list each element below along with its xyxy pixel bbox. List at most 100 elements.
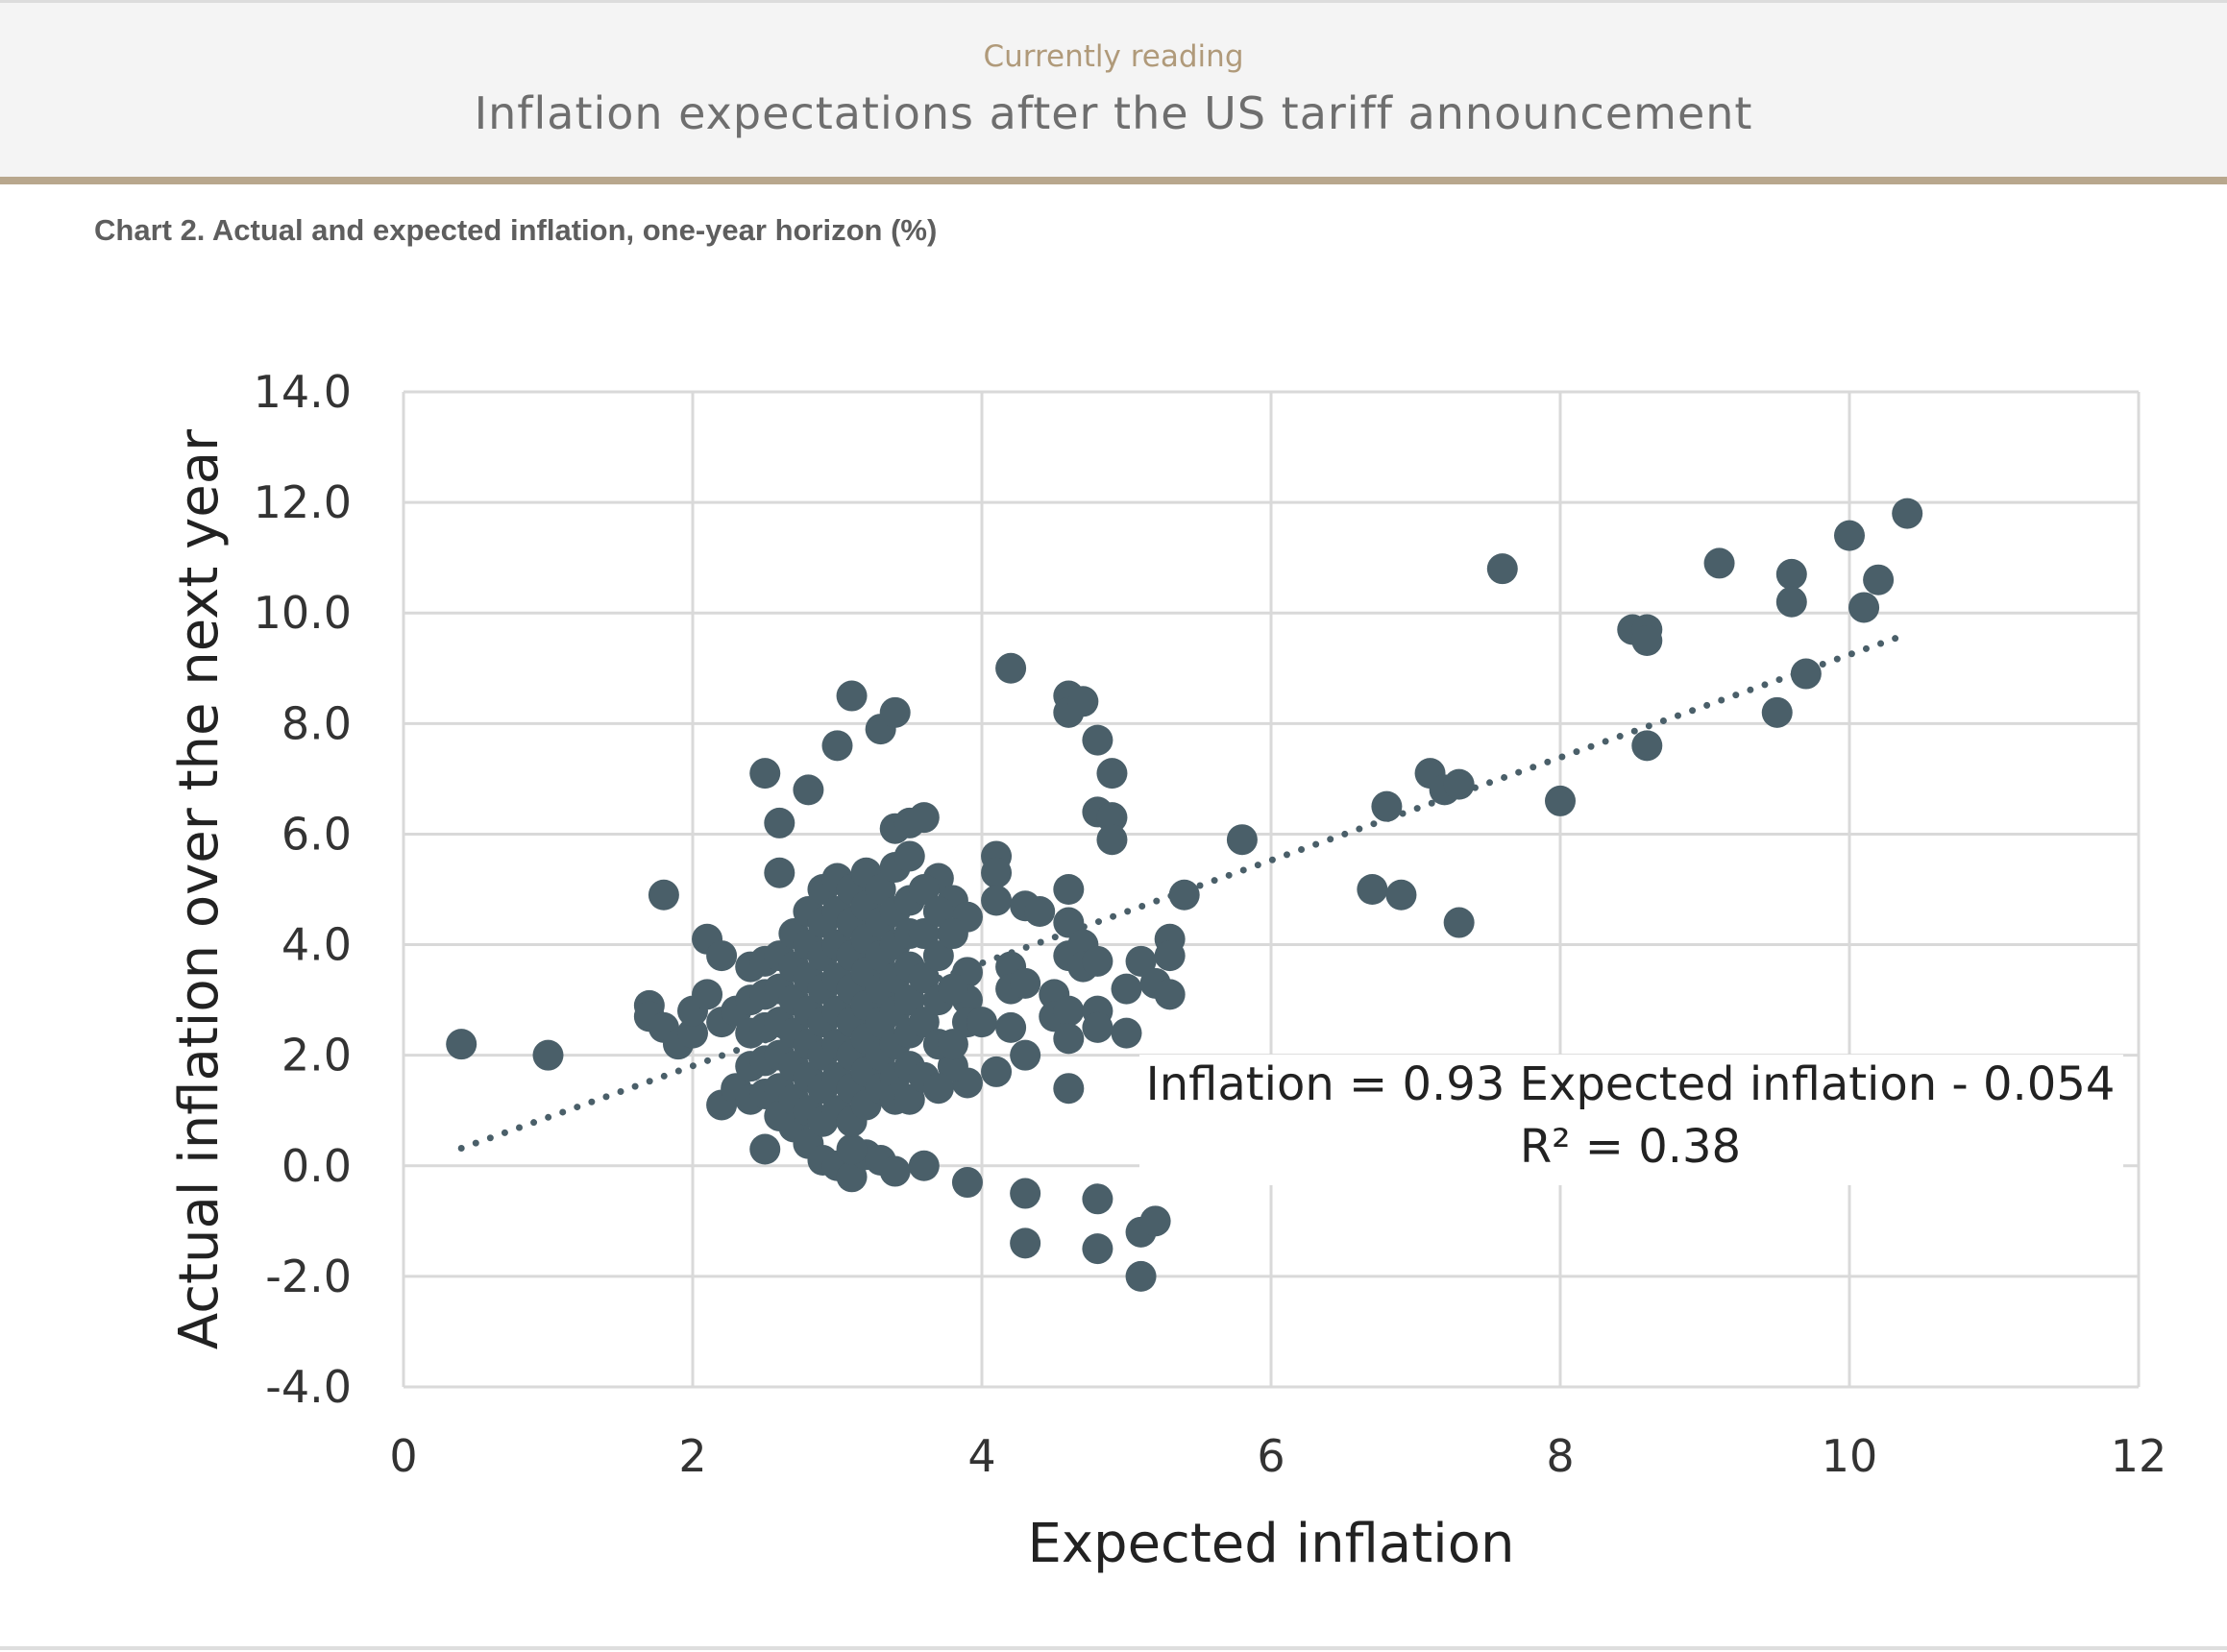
scatter-point	[1082, 1011, 1114, 1043]
scatter-point	[1111, 973, 1142, 1005]
scatter-point	[1053, 874, 1085, 905]
y-tick-label: 10.0	[254, 587, 352, 639]
x-tick-label: 6	[1257, 1430, 1285, 1482]
scatter-point	[865, 874, 896, 905]
scatter-point	[1631, 730, 1663, 762]
y-tick-label: 6.0	[281, 808, 352, 860]
scatter-point	[1486, 553, 1518, 585]
scatter-point	[1053, 995, 1085, 1027]
scatter-point	[1010, 1039, 1041, 1071]
scatter-point	[1848, 592, 1880, 623]
scatter-point	[692, 979, 723, 1010]
scatter-point	[1082, 1183, 1114, 1215]
scatter-point	[908, 962, 940, 994]
y-axis-title: Actual inflation over the next year	[168, 428, 231, 1349]
scatter-point	[937, 1029, 968, 1060]
regression-equation: Inflation = 0.93 Expected inflation - 0.…	[1146, 1057, 2116, 1111]
scatter-point	[1443, 768, 1475, 800]
footer-divider	[0, 1646, 2227, 1650]
x-tick-label: 4	[967, 1430, 995, 1482]
scatter-point	[1125, 945, 1157, 977]
scatter-point	[1790, 658, 1822, 690]
scatter-point	[908, 1007, 940, 1038]
y-tick-label: 4.0	[281, 919, 352, 971]
scatter-point	[1024, 896, 1056, 928]
scatter-point	[706, 940, 738, 972]
scatter-point	[1371, 790, 1403, 822]
scatter-point	[981, 1056, 1013, 1087]
scatter-point	[446, 1029, 477, 1060]
scatter-point	[1775, 586, 1807, 618]
scatter-point	[1096, 824, 1128, 856]
scatter-point	[937, 1051, 968, 1082]
scatter-point	[879, 1155, 911, 1187]
scatter-point	[1357, 874, 1388, 905]
chart-caption: Chart 2. Actual and expected inflation, …	[94, 213, 938, 247]
scatter-point	[1111, 1017, 1142, 1049]
scatter-point	[1125, 1260, 1157, 1292]
scatter-point	[937, 973, 968, 1005]
scatter-point	[1226, 824, 1258, 856]
scatter-point	[908, 918, 940, 950]
scatter-point	[1834, 520, 1865, 551]
scatter-point	[1154, 979, 1186, 1010]
scatter-point	[836, 1161, 868, 1193]
scatter-point	[893, 840, 925, 872]
scatter-point	[749, 1133, 781, 1165]
x-tick-label: 8	[1546, 1430, 1574, 1482]
x-axis-title: Expected inflation	[1028, 1513, 1515, 1575]
x-tick-label: 2	[678, 1430, 706, 1482]
x-tick-label: 10	[1822, 1430, 1878, 1482]
scatter-point	[908, 1150, 940, 1181]
scatter-point	[836, 680, 868, 712]
scatter-point	[1096, 758, 1128, 790]
scatter-point	[648, 879, 679, 911]
scatter-point	[1631, 625, 1663, 656]
y-tick-label: 8.0	[281, 697, 352, 749]
scatter-point	[1545, 785, 1576, 816]
scatter-point	[922, 896, 954, 928]
data-points	[446, 498, 1923, 1292]
scatter-point	[1067, 686, 1099, 717]
scatter-point	[1168, 879, 1200, 911]
scatter-point	[1082, 945, 1114, 977]
scatter-point	[1053, 1023, 1085, 1055]
article-title[interactable]: Inflation expectations after the US tari…	[474, 87, 1753, 139]
scatter-point	[793, 774, 824, 806]
scatter-point	[951, 1167, 983, 1199]
scatter-point	[995, 652, 1027, 684]
y-tick-label: 2.0	[281, 1030, 352, 1081]
scatter-point	[1096, 802, 1128, 834]
scatter-point	[1053, 907, 1085, 938]
y-tick-label: 14.0	[254, 366, 352, 418]
scatter-point	[1010, 1178, 1041, 1209]
scatter-point	[1154, 940, 1186, 972]
scatter-point	[1761, 696, 1793, 728]
scatter-point	[967, 1007, 997, 1038]
scatter-point	[937, 918, 968, 950]
scatter-point	[677, 1017, 708, 1049]
scatter-point	[764, 807, 795, 838]
currently-reading-label: Currently reading	[983, 39, 1244, 74]
scatter-point	[1139, 1205, 1171, 1237]
y-tick-label: -2.0	[265, 1251, 352, 1302]
scatter-point	[1010, 1227, 1041, 1259]
header-divider	[0, 177, 2227, 184]
y-tick-label: 0.0	[281, 1140, 352, 1192]
scatter-point	[908, 874, 940, 905]
scatter-point	[893, 984, 925, 1016]
x-tick-label: 12	[2111, 1430, 2167, 1482]
scatter-point	[922, 1073, 954, 1105]
regression-r-squared: R² = 0.38	[1520, 1120, 1741, 1174]
scatter-point	[764, 857, 795, 888]
scatter-point	[1010, 967, 1041, 999]
scatter-point	[879, 696, 911, 728]
scatter-point	[922, 940, 954, 972]
scatter-point	[908, 802, 940, 834]
regression-label-background	[1139, 1055, 2123, 1185]
scatter-point	[1082, 724, 1114, 756]
y-tick-label: -4.0	[265, 1361, 352, 1413]
scatter-point	[1053, 1073, 1085, 1105]
scatter-point	[749, 758, 781, 790]
